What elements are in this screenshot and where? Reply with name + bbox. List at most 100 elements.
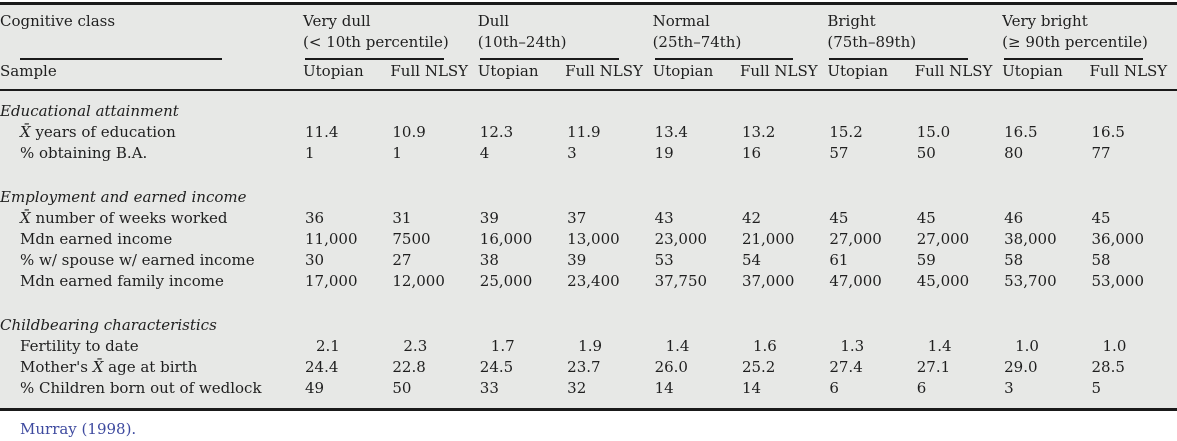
- corner-label: Cognitive class: [0, 12, 116, 30]
- table-source-note: Murray (1998).: [0, 411, 1177, 439]
- column-group-rule: [829, 58, 969, 60]
- value-cell: 31: [392, 209, 412, 227]
- header-row-groups: Cognitive class Very dull (< 10th percenti…: [0, 5, 1177, 60]
- value-cell: 5: [1091, 379, 1102, 397]
- value-cell: 43: [654, 209, 674, 227]
- value-cell: 3: [1004, 379, 1014, 397]
- row-label: % obtaining B.A.: [20, 144, 148, 162]
- value-cell: 46: [1004, 209, 1024, 227]
- value-cell: 39: [567, 251, 587, 269]
- subcolumn-header: Utopian: [477, 60, 566, 91]
- column-group-name: Very bright: [1002, 12, 1088, 30]
- value-cell: 11,000: [305, 230, 358, 248]
- column-group-range: (≥ 90th percentile): [1002, 33, 1148, 51]
- column-group-header: Normal (25th–74th): [653, 5, 828, 60]
- corner-rule: [20, 58, 222, 60]
- column-group-name: Normal: [652, 12, 710, 30]
- value-cell: 37: [567, 209, 587, 227]
- subcolumn-header: Utopian: [1002, 60, 1090, 91]
- value-cell: 1.0: [1102, 337, 1127, 355]
- value-cell: 23.7: [567, 358, 601, 376]
- value-cell: 27: [392, 251, 412, 269]
- table-row: X̄ years of education 11.4 10.9 12.3 11.9 13.…: [0, 122, 1177, 143]
- column-group-header: Bright (75th–89th): [827, 5, 1002, 60]
- section-title: Employment and earned income: [0, 188, 247, 206]
- table-header: Cognitive class Very dull (< 10th percenti…: [0, 5, 1177, 91]
- value-cell: 6: [916, 379, 927, 397]
- value-cell: 14: [654, 379, 674, 397]
- value-cell: 1.4: [665, 337, 690, 355]
- value-cell: 22.8: [392, 358, 426, 376]
- value-cell: 39: [479, 209, 499, 227]
- table-area: Cognitive class Very dull (< 10th percenti…: [0, 2, 1177, 411]
- value-cell: 61: [829, 251, 849, 269]
- value-cell: 16,000: [479, 230, 533, 248]
- value-cell: 1.9: [578, 337, 603, 355]
- table-row: X̄ number of weeks worked 36 31 39 37 43 42 45 4…: [0, 208, 1177, 229]
- value-cell: 3: [567, 144, 577, 162]
- section-title: Educational attainment: [0, 102, 179, 120]
- value-cell: 59: [916, 251, 936, 269]
- value-cell: 36: [305, 209, 325, 227]
- table-body: Educational attainment X̄ years of educat…: [0, 90, 1177, 408]
- section-gap: [0, 292, 1177, 315]
- value-cell: 58: [1004, 251, 1024, 269]
- column-group-name: Very dull: [303, 12, 371, 30]
- value-cell: 21,000: [741, 230, 795, 248]
- value-cell: 53,700: [1004, 272, 1057, 290]
- row-label: Mother's X̄ age at birth: [20, 358, 198, 376]
- value-cell: 57: [829, 144, 849, 162]
- value-cell: 45: [829, 209, 849, 227]
- section-gap-row: [0, 164, 1177, 187]
- column-group-rule: [654, 58, 794, 60]
- table-row: Mdn earned family income 17,000 12,000 25,0…: [0, 271, 1177, 292]
- section-title-row: Educational attainment: [0, 90, 1177, 122]
- row-label: % w/ spouse w/ earned income: [20, 251, 255, 269]
- value-cell: 27.4: [829, 358, 863, 376]
- column-group-rule: [305, 58, 444, 60]
- section-gap: [0, 164, 1177, 187]
- value-cell: 30: [305, 251, 325, 269]
- value-cell: 7500: [392, 230, 431, 248]
- value-cell: 13.2: [741, 123, 776, 141]
- value-cell: 37,000: [741, 272, 795, 290]
- column-group-header: Dull (10th–24th): [478, 5, 653, 60]
- x-bar-symbol: X̄: [20, 209, 31, 227]
- value-cell: 80: [1004, 144, 1024, 162]
- table-row: % w/ spouse w/ earned income 30 27 38 39 53 54…: [0, 250, 1177, 271]
- row-label: Fertility to date: [20, 337, 139, 355]
- value-cell: 45: [916, 209, 936, 227]
- column-group-name: Bright: [827, 12, 876, 30]
- value-cell: 15.2: [829, 123, 863, 141]
- subcolumn-header: Full NLSY: [1089, 60, 1177, 91]
- column-group-rule: [479, 58, 619, 60]
- value-cell: 45,000: [916, 272, 970, 290]
- value-cell: 38,000: [1004, 230, 1057, 248]
- subcolumn-header: Full NLSY: [390, 60, 478, 91]
- value-cell: 16.5: [1004, 123, 1038, 141]
- table-row: Mdn earned income 11,000 7500 16,000 13,000 2…: [0, 229, 1177, 250]
- value-cell: 47,000: [829, 272, 882, 290]
- value-cell: 1: [305, 144, 315, 162]
- column-group-range: (75th–89th): [827, 33, 917, 51]
- table-row: Fertility to date 2.1 2.3 1.7 1.9 1.4 1.6 1.3 1.…: [0, 336, 1177, 357]
- subcolumn-header: Utopian: [652, 60, 740, 91]
- value-cell: 32: [567, 379, 587, 397]
- value-cell: 23,400: [567, 272, 620, 290]
- value-cell: 1.7: [490, 337, 515, 355]
- row-label: X̄ years of education: [20, 123, 176, 141]
- source-citation-link[interactable]: Murray (1998).: [20, 420, 137, 438]
- value-cell: 1.6: [752, 337, 777, 355]
- row-label: Mdn earned family income: [20, 272, 224, 290]
- value-cell: 24.5: [479, 358, 514, 376]
- value-cell: 14: [741, 379, 762, 397]
- value-cell: 27.1: [916, 358, 951, 376]
- value-cell: 24.4: [305, 358, 339, 376]
- table-row: % obtaining B.A. 1 1 4 3 19 16 57 50 80 77: [0, 143, 1177, 164]
- value-cell: 25,000: [479, 272, 533, 290]
- value-cell: 58: [1091, 251, 1111, 269]
- value-cell: 2.3: [403, 337, 428, 355]
- value-cell: 13.4: [654, 123, 688, 141]
- section-gap-row: [0, 292, 1177, 315]
